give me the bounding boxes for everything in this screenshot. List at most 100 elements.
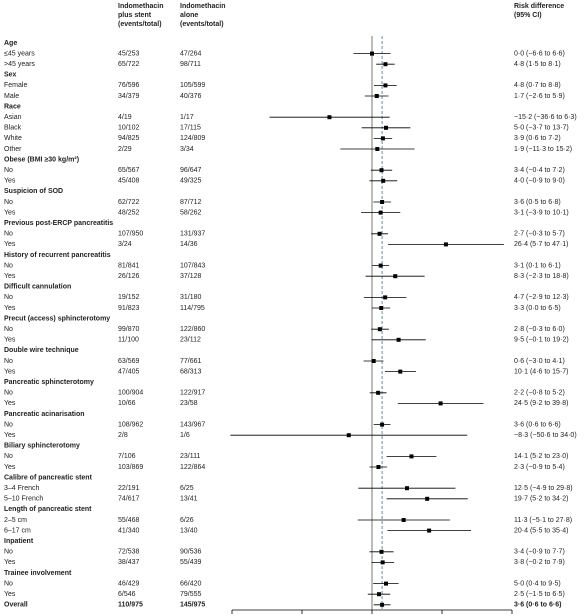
row-label: White (4, 135, 22, 142)
effect-label: 5·0 (−3·7 to 13·7) (514, 125, 569, 132)
estimate-marker (377, 231, 382, 236)
control-count: 114/795 (180, 305, 205, 312)
row-label: Yes (4, 337, 16, 344)
estimate-marker (377, 327, 382, 332)
control-count: 6/26 (180, 517, 194, 524)
effect-label: 19·7 (5·2 to 34·2) (514, 496, 568, 503)
row-label: 6–17 cm (4, 527, 31, 534)
effect-label: 1·9 (−11·3 to 15·2) (514, 146, 572, 153)
estimate-marker (380, 602, 385, 607)
effect-label: 5·0 (0·4 to 9·5) (514, 580, 561, 587)
control-count: 37/128 (180, 273, 202, 280)
treatment-count: 26/126 (118, 273, 140, 280)
estimate-marker (378, 210, 383, 215)
estimate-marker (376, 465, 381, 469)
effect-label: 3·4 (−0·4 to 7·2) (514, 167, 565, 174)
estimate-marker (409, 454, 414, 459)
row-label: No (4, 580, 13, 587)
control-count: 13/40 (180, 527, 198, 534)
row-label: Yes (4, 464, 16, 471)
effect-label: 3·1 (−3·9 to 10·1) (514, 209, 569, 216)
control-count: 13/41 (180, 496, 198, 503)
group-label: Precut (access) sphincterotomy (4, 315, 110, 322)
treatment-count: 38/437 (118, 559, 140, 566)
row-label: ≤45 years (4, 50, 35, 57)
control-count: 58/262 (180, 209, 202, 216)
control-count: 23/58 (180, 400, 198, 407)
treatment-count: 47/405 (118, 368, 140, 375)
effect-label: 2·3 (−0·9 to 5·4) (514, 464, 565, 471)
treatment-count: 72/538 (118, 549, 140, 556)
control-count: 17/115 (180, 125, 201, 132)
control-count: 107/843 (180, 262, 205, 269)
control-count: 143/967 (180, 421, 205, 428)
treatment-count: 2/29 (118, 146, 132, 153)
row-label: No (4, 231, 13, 238)
control-count: 3/34 (180, 146, 194, 153)
effect-label: 3·1 (0·1 to 6·1) (514, 262, 561, 269)
group-label: Suspicion of SOD (4, 188, 63, 195)
control-count: 124/809 (180, 135, 205, 142)
estimate-marker (370, 51, 374, 56)
row-label: No (4, 326, 13, 333)
effect-label: 2·2 (−0·8 to 5·2) (514, 390, 565, 397)
row-label: No (4, 358, 13, 365)
row-label: Yes (4, 432, 16, 439)
control-count: 122/860 (180, 326, 205, 333)
row-label: Yes (4, 400, 16, 407)
effect-label: 1·7 (−2·6 to 5·9) (514, 93, 565, 100)
group-label: Age (4, 40, 17, 47)
column-header: Risk difference (514, 3, 564, 10)
control-count: 131/937 (180, 231, 205, 238)
control-count: 87/712 (180, 199, 202, 206)
group-label: History of recurrent pancreatitis (4, 252, 111, 259)
group-label: Trainee involvement (4, 570, 72, 577)
row-label: Black (4, 125, 22, 132)
estimate-marker (383, 295, 388, 300)
effect-label: 3·6 (0·6 to 6·6) (514, 602, 561, 609)
row-label: Female (4, 82, 27, 89)
row-label: Yes (4, 305, 16, 312)
control-count: 66/420 (180, 580, 202, 587)
estimate-marker (374, 94, 379, 98)
control-count: 96/647 (180, 167, 202, 174)
effect-label: −15·2 (−36·6 to 6·3) (514, 114, 577, 121)
effect-label: 2·8 (−0·3 to 6·0) (514, 326, 565, 333)
control-count: 122/917 (180, 390, 205, 397)
column-header: plus stent (118, 12, 152, 19)
treatment-count: 94/825 (118, 135, 140, 142)
control-count: 31/180 (180, 294, 202, 301)
row-label: Other (4, 146, 22, 153)
estimate-marker (381, 178, 386, 183)
treatment-count: 48/252 (118, 209, 140, 216)
control-count: 1/6 (180, 432, 190, 439)
control-count: 98/711 (180, 61, 201, 68)
effect-label: 4·7 (−2·9 to 12·3) (514, 294, 569, 301)
effect-label: 3·4 (−0·9 to 7·7) (514, 549, 565, 556)
column-header: (events/total) (180, 21, 224, 28)
estimate-marker (380, 422, 385, 427)
treatment-count: 107/950 (118, 231, 143, 238)
estimate-marker (425, 496, 430, 501)
estimate-marker (383, 62, 388, 67)
effect-label: 11·3 (−5·1 to 27·8) (514, 517, 572, 524)
estimate-marker (379, 168, 384, 173)
effect-label: 4·8 (1·5 to 8·1) (514, 61, 561, 68)
treatment-count: 6/546 (118, 591, 136, 598)
control-count: 23/112 (180, 337, 201, 344)
effect-label: 8·3 (−2·3 to 18·8) (514, 273, 569, 280)
effect-label: 3·9 (0·6 to 7·2) (514, 135, 561, 142)
treatment-count: 65/722 (118, 61, 140, 68)
treatment-count: 62/722 (118, 199, 140, 206)
group-label: Length of pancreatic stent (4, 506, 92, 513)
row-label: 2–5 cm (4, 517, 27, 524)
row-label: No (4, 549, 13, 556)
effect-label: 3·8 (−0·2 to 7·9) (514, 559, 565, 566)
treatment-count: 45/253 (118, 50, 140, 57)
group-label: Biliary sphincterotomy (4, 443, 80, 450)
effect-label: −8·3 (−50·6 to 34·0) (514, 432, 577, 439)
estimate-marker (327, 115, 332, 120)
treatment-count: 99/870 (118, 326, 140, 333)
effect-label: 24·5 (9·2 to 39·8) (514, 400, 568, 407)
